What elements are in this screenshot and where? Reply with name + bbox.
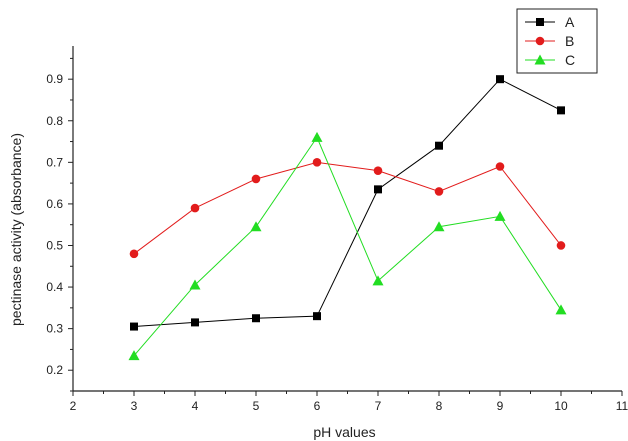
legend-item-c: C [525, 52, 575, 68]
data-point [434, 187, 444, 196]
data-point [190, 203, 200, 213]
series-line [133, 161, 562, 255]
legend-label: C [565, 52, 575, 68]
x-tick-label: 8 [436, 399, 443, 413]
data-point [313, 312, 321, 321]
data-point [435, 141, 443, 150]
data-point [555, 304, 567, 315]
legend-label: B [565, 33, 574, 49]
data-point [128, 350, 140, 361]
series-layer [128, 75, 567, 361]
series-line [133, 78, 562, 328]
x-tick-label: 3 [131, 399, 138, 413]
data-point [191, 318, 199, 327]
data-point [311, 131, 323, 142]
legend-item-a: A [525, 14, 575, 30]
data-point [496, 75, 504, 84]
data-point [129, 249, 139, 259]
data-point [189, 279, 201, 290]
series-c [128, 131, 567, 361]
data-point [557, 106, 565, 115]
series-line [133, 136, 562, 356]
series-a [130, 75, 565, 331]
y-axis-title: pectinase activity (absorbance) [8, 133, 24, 326]
y-tick-label: 0.4 [46, 280, 63, 294]
data-point [374, 185, 382, 194]
data-point [494, 210, 506, 221]
data-point [251, 174, 261, 184]
x-axis-ticks: 2 3 4 5 6 7 8 9 10 11 [70, 391, 628, 413]
y-tick-label: 0.6 [46, 197, 63, 211]
data-point [250, 221, 262, 232]
x-tick-label: 5 [253, 399, 260, 413]
data-point [130, 322, 138, 331]
y-tick-label: 0.2 [46, 363, 63, 377]
x-tick-label: 11 [616, 399, 628, 413]
data-point [433, 221, 445, 232]
x-tick-label: 4 [192, 399, 199, 413]
series-b [129, 158, 566, 259]
y-tick-label: 0.5 [46, 238, 63, 252]
x-tick-label: 7 [375, 399, 382, 413]
data-point [312, 158, 322, 167]
y-tick-label: 0.3 [46, 322, 63, 336]
data-point [495, 162, 505, 171]
x-tick-label: 9 [497, 399, 504, 413]
legend-marker [535, 36, 545, 46]
legend-item-b: B [525, 33, 574, 49]
legend-label: A [565, 14, 575, 30]
x-tick-label: 10 [554, 399, 568, 413]
y-tick-label: 0.9 [46, 72, 63, 86]
legend-marker [536, 18, 544, 26]
y-tick-label: 0.8 [46, 114, 63, 128]
data-point [372, 275, 384, 286]
x-axis-title: pH values [313, 424, 375, 440]
legend-marker [534, 54, 546, 65]
x-tick-label: 6 [314, 399, 321, 413]
data-point [556, 241, 566, 250]
data-point [252, 314, 260, 323]
y-tick-label: 0.7 [46, 155, 63, 169]
legend: ABC [516, 8, 598, 74]
x-tick-label: 2 [70, 399, 77, 413]
data-point [373, 166, 383, 175]
y-axis-ticks: 0.2 0.3 0.4 0.5 0.6 0.7 0.8 0.9 [46, 57, 73, 392]
